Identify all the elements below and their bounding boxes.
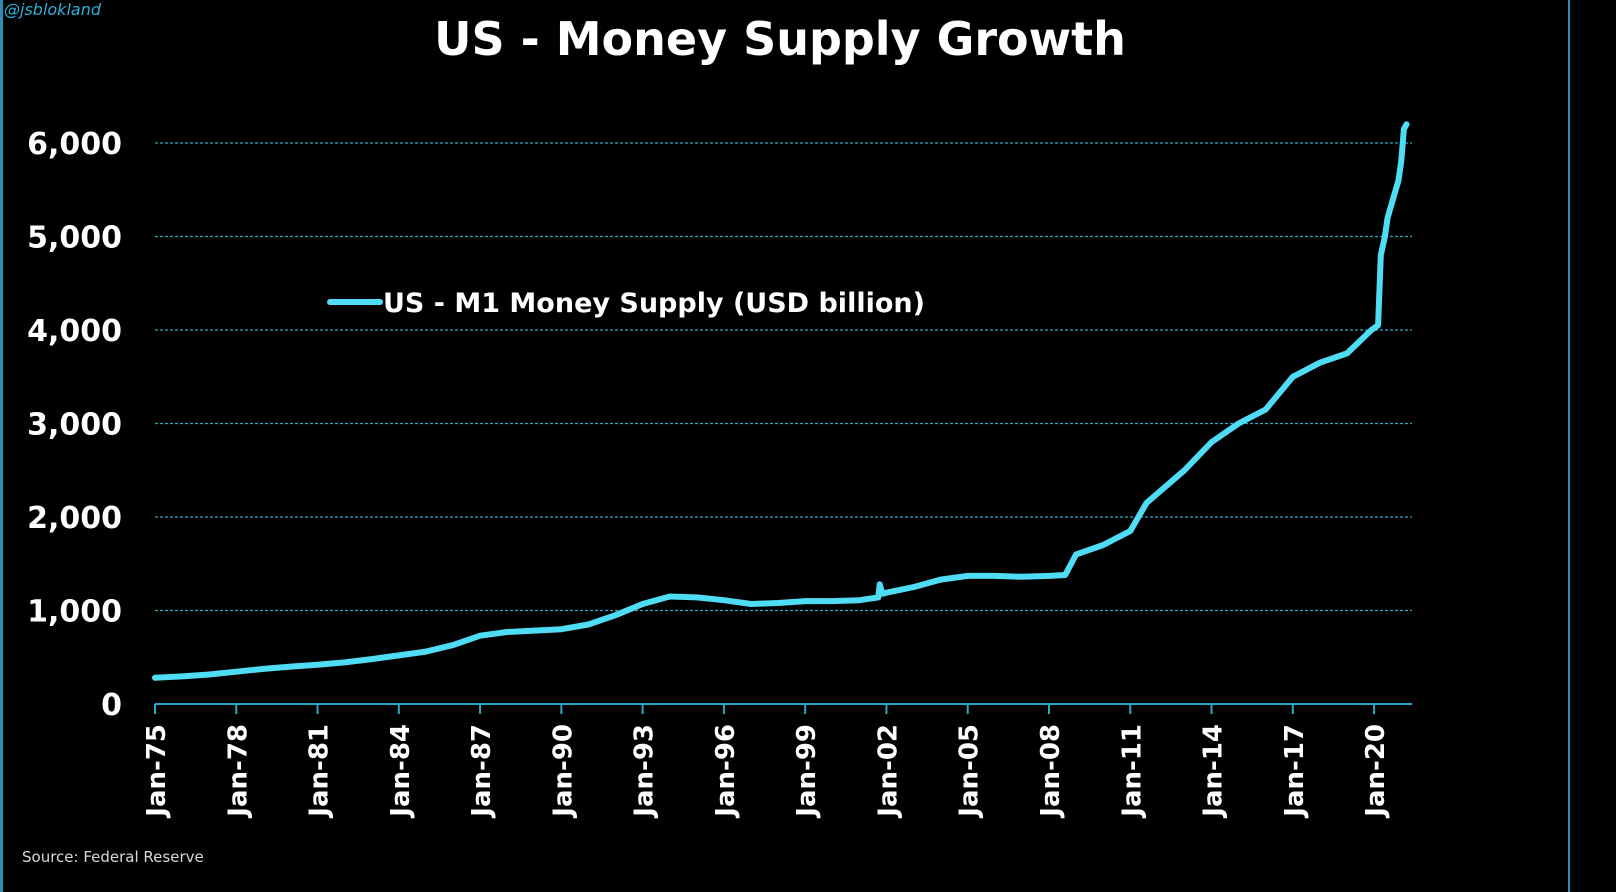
left-border <box>0 0 3 892</box>
y-tick-label: 5,000 <box>27 221 122 256</box>
x-tick-label: Jan-20 <box>1361 724 1391 819</box>
x-tick-label: Jan-11 <box>1117 724 1147 819</box>
gridlines <box>155 142 1412 612</box>
series-line-0 <box>152 121 1410 681</box>
y-axis-ticks: 0 1,000 2,000 3,000 4,000 5,000 6,000 <box>27 127 122 723</box>
y-tick-label: 1,000 <box>27 595 122 630</box>
x-tick-label: Jan-93 <box>630 724 660 819</box>
x-tick-label: Jan-84 <box>386 724 416 819</box>
x-tick-label: Jan-78 <box>223 724 253 819</box>
source-note: Source: Federal Reserve <box>22 848 204 866</box>
y-tick-label: 2,000 <box>27 501 122 536</box>
x-tick-label: Jan-17 <box>1280 724 1310 819</box>
chart-title: US - Money Supply Growth <box>434 12 1126 66</box>
x-tick-label: Jan-75 <box>142 724 172 819</box>
y-tick-label: 6,000 <box>27 127 122 162</box>
x-tick-label: Jan-90 <box>548 724 578 819</box>
y-tick-label: 4,000 <box>27 314 122 349</box>
x-tick-label: Jan-02 <box>873 724 903 819</box>
y-tick-label: 0 <box>101 688 122 723</box>
right-panel <box>1568 0 1616 892</box>
author-handle: @jsblokland <box>4 0 101 19</box>
x-tick-label: Jan-99 <box>792 724 822 819</box>
x-tick-label: Jan-81 <box>305 724 335 819</box>
x-tick-label: Jan-08 <box>1036 724 1066 819</box>
x-tick-label: Jan-96 <box>711 724 741 819</box>
x-tick-label: Jan-05 <box>955 724 985 819</box>
legend: US - M1 Money Supply (USD billion) <box>327 288 925 319</box>
x-tick-label: Jan-87 <box>467 724 497 819</box>
y-tick-label: 3,000 <box>27 408 122 443</box>
series-layer <box>152 121 1410 681</box>
legend-label: US - M1 Money Supply (USD billion) <box>383 288 925 319</box>
x-axis-ticks: Jan-75 Jan-78 Jan-81 Jan-84 Jan-87 Jan-90 Jan-… <box>142 704 1391 819</box>
x-tick-label: Jan-14 <box>1199 724 1229 819</box>
